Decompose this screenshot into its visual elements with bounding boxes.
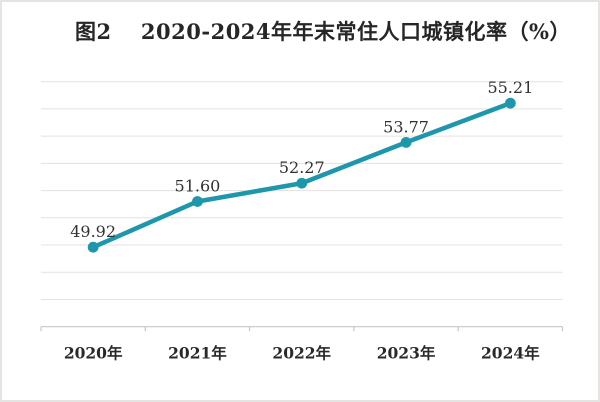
x-axis-label: 2020年: [64, 344, 123, 363]
chart-title: 图2 2020-2024年年末常住人口城镇化率（%）: [75, 19, 571, 44]
data-point: [400, 137, 412, 148]
data-point-label: 53.77: [383, 117, 429, 136]
data-point: [296, 177, 308, 189]
x-axis-label: 2023年: [377, 344, 436, 363]
data-point: [504, 97, 516, 109]
data-point: [87, 241, 99, 253]
x-axis-label: 2024年: [481, 344, 540, 363]
data-point-label: 52.27: [279, 158, 325, 177]
data-point-label: 55.21: [487, 78, 533, 97]
x-axis-label: 2021年: [168, 344, 227, 363]
data-point: [192, 196, 203, 207]
data-point-label: 49.92: [70, 222, 116, 241]
data-point-label: 51.60: [175, 176, 221, 195]
x-axis-label: 2022年: [272, 344, 331, 363]
